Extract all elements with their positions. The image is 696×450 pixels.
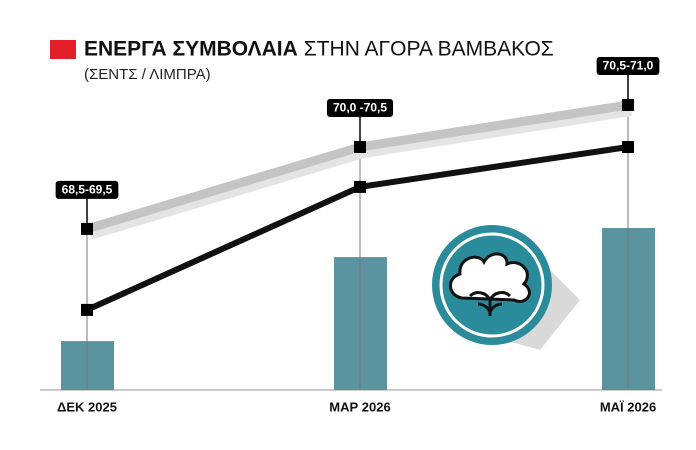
x-tick-label: ΜΑΡ 2026 xyxy=(329,399,390,414)
x-tick-label: ΔΕΚ 2025 xyxy=(57,399,117,414)
annotation-label: 68,5-69,5 xyxy=(62,183,113,197)
annotation-box xyxy=(596,57,660,75)
point-marker xyxy=(354,180,366,193)
point-marker xyxy=(81,222,93,235)
point-marker xyxy=(354,141,366,153)
annotation-box xyxy=(326,99,394,117)
chart-title: ΕΝΕΡΓΑ ΣΥΜΒΟΛΑΙΑ xyxy=(84,38,298,61)
icon-stem xyxy=(468,291,512,316)
annotation-box xyxy=(55,180,119,199)
point-marker xyxy=(81,303,93,316)
icon-ring xyxy=(439,232,545,338)
point-marker xyxy=(622,99,634,111)
chart-title-rest: ΣΤΗΝ ΑΓΟΡΑ ΒΑΜΒΑΚΟΣ xyxy=(304,38,554,61)
point-marker xyxy=(622,141,634,153)
legend-swatch xyxy=(50,40,76,59)
cotton-icon xyxy=(432,225,580,350)
chart-subtitle: (ΣΕΝΤΣ / ΛΙΜΠΡΑ) xyxy=(84,66,211,83)
annotation-label: 70,0 -70,5 xyxy=(333,101,387,115)
icon-boll xyxy=(449,252,531,303)
x-tick-label: ΜΑΪ 2026 xyxy=(600,399,656,414)
annotation-label: 70,5-71,0 xyxy=(603,59,654,73)
